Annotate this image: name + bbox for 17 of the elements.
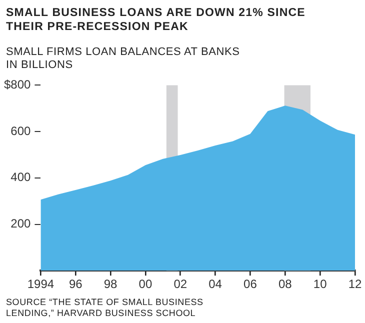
- x-tick-label: 10: [313, 277, 328, 292]
- source-note: SOURCE “THE STATE OF SMALL BUSINESS LENDING,” HARVARD BUSINESS SCHOOL: [6, 297, 204, 319]
- x-tick-label: 96: [68, 277, 83, 292]
- y-tick-label: $800: [4, 78, 32, 92]
- x-tick-label: 04: [208, 277, 222, 292]
- chart-title: SMALL BUSINESS LOANS ARE DOWN 21% SINCE THEIR PRE-RECESSION PEAK: [6, 6, 306, 34]
- y-tick-label: 600: [10, 124, 32, 138]
- chart-subtitle: SMALL FIRMS LOAN BALANCES AT BANKS IN BILLIONS: [6, 46, 241, 72]
- y-tick-label: 400: [10, 170, 32, 184]
- x-tick-label: 12: [348, 277, 362, 292]
- x-tick-label: 00: [138, 277, 152, 292]
- x-tick-label: 08: [278, 277, 292, 292]
- x-tick-label: 02: [174, 277, 188, 292]
- x-tick-label: 98: [104, 277, 118, 292]
- x-tick-label: 06: [244, 277, 258, 292]
- y-tick-label: 200: [10, 216, 32, 231]
- x-tick-label: 1994: [27, 277, 54, 292]
